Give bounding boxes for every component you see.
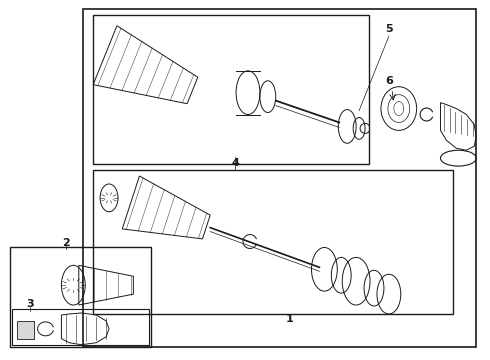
Bar bbox=[83, 9, 476, 347]
Bar bbox=[12, 309, 149, 345]
Text: 1: 1 bbox=[286, 314, 294, 324]
Text: 5: 5 bbox=[385, 24, 392, 34]
Polygon shape bbox=[17, 321, 34, 339]
Bar bbox=[93, 15, 369, 164]
Bar bbox=[93, 170, 453, 314]
Text: 6: 6 bbox=[385, 76, 393, 86]
Text: 4: 4 bbox=[231, 158, 239, 168]
Bar bbox=[10, 247, 151, 347]
Text: 3: 3 bbox=[26, 299, 33, 309]
Text: 2: 2 bbox=[63, 238, 70, 248]
